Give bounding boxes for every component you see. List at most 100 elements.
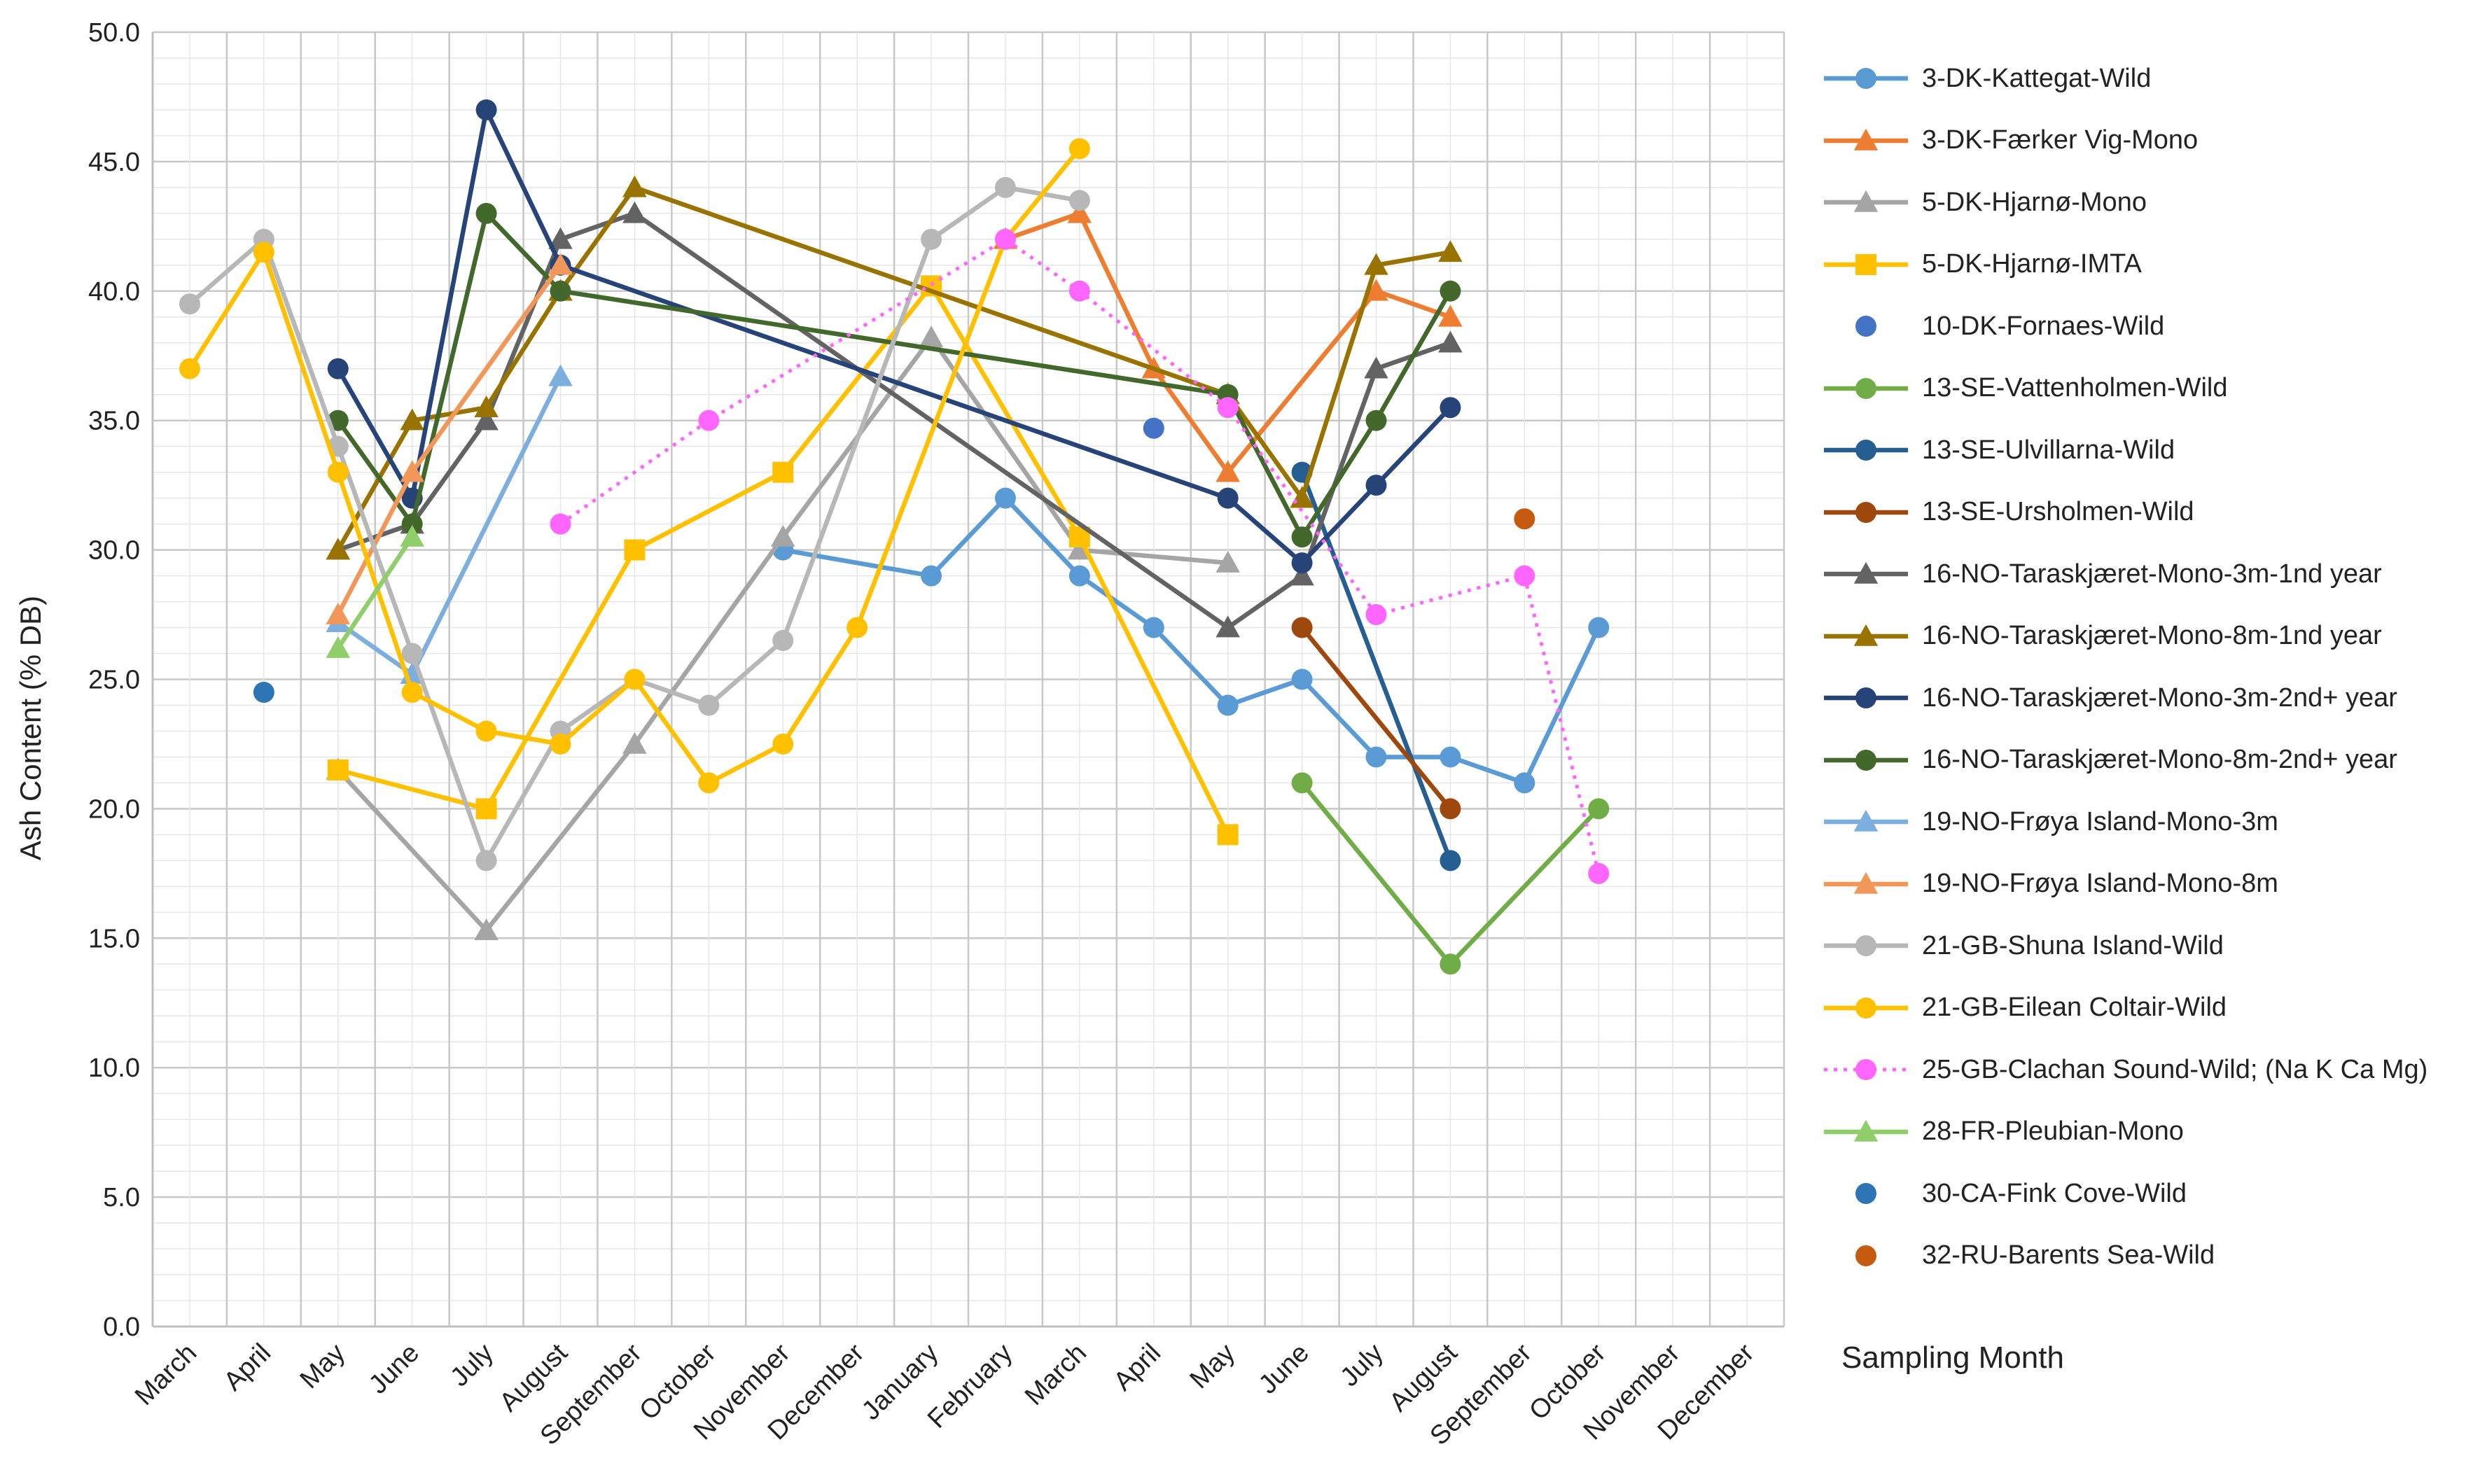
data-point [1291, 772, 1313, 794]
legend-swatch [1824, 935, 1908, 957]
legend-swatch [1824, 810, 1908, 832]
x-axis-label: Sampling Month [1841, 1340, 2064, 1375]
data-point [1067, 201, 1092, 223]
data-point [1588, 798, 1610, 820]
data-point [401, 681, 423, 703]
x-tick-label: July [1335, 1338, 1388, 1392]
data-point [698, 772, 720, 794]
data-point [1364, 279, 1388, 301]
legend-marker [1853, 624, 1879, 646]
legend-label: 5-DK-Hjarnø-IMTA [1922, 249, 2142, 279]
data-point [1291, 668, 1313, 690]
series-19 [1514, 508, 1535, 530]
legend-item: 25-GB-Clachan Sound-Wild; (Na K Ca Mg) [1817, 1039, 2475, 1101]
legend-item: 10-DK-Fornaes-Wild [1817, 295, 2475, 358]
x-tick-label: April [218, 1338, 277, 1396]
x-tick-label: May [1185, 1338, 1241, 1394]
data-point [1588, 862, 1610, 884]
legend-marker [1855, 68, 1876, 90]
data-point [1365, 746, 1387, 768]
data-point [622, 175, 647, 197]
data-point [1364, 356, 1388, 379]
legend-item: 13-SE-Ulvillarna-Wild [1817, 419, 2475, 482]
data-point [1291, 617, 1313, 638]
legend-swatch [1824, 997, 1908, 1018]
data-point [847, 617, 868, 638]
y-tick-label: 35.0 [88, 407, 140, 436]
data-point [994, 487, 1016, 509]
data-point [1364, 253, 1388, 275]
x-tick-label: March [1019, 1338, 1092, 1411]
series-0 [772, 487, 1610, 794]
series-13 [326, 253, 573, 624]
data-point [698, 694, 720, 716]
y-tick-label: 45.0 [88, 148, 140, 177]
series-14 [179, 176, 1090, 872]
data-point [327, 461, 349, 483]
legend-label: 32-RU-Barents Sea-Wild [1922, 1240, 2215, 1270]
series-16 [550, 228, 1610, 884]
legend-marker [1853, 810, 1879, 832]
legend-swatch [1824, 1119, 1908, 1142]
legend-item: 21-GB-Shuna Island-Wild [1817, 915, 2475, 977]
legend-item: 13-SE-Ursholmen-Wild [1817, 482, 2475, 544]
data-point [770, 524, 795, 547]
legend-swatch [1824, 749, 1908, 771]
series-line [1004, 211, 1451, 475]
y-tick-label: 0.0 [103, 1312, 140, 1342]
y-tick-label: 15.0 [88, 924, 140, 953]
legend-label: 16-NO-Taraskjæret-Mono-3m-1nd year [1922, 559, 2382, 589]
y-axis-label: Ash Content (% DB) [14, 596, 47, 860]
series-line [335, 107, 1452, 566]
data-point [1365, 475, 1387, 496]
legend-item: 13-SE-Vattenholmen-Wild [1817, 358, 2475, 420]
data-point [1440, 397, 1461, 419]
data-point [1068, 565, 1090, 587]
legend-item: 21-GB-Eilean Coltair-Wild [1817, 977, 2475, 1040]
legend: 3-DK-Kattegat-Wild 3-DK-Færker Vig-Mono 5-… [1817, 48, 2475, 1287]
series-18 [253, 681, 274, 703]
data-point [921, 565, 942, 587]
legend-item: 16-NO-Taraskjæret-Mono-8m-1nd year [1817, 606, 2475, 668]
y-tick-label: 40.0 [88, 277, 140, 307]
data-point [624, 539, 646, 561]
data-point [1290, 564, 1314, 586]
data-point [548, 253, 573, 275]
data-point [1438, 330, 1463, 353]
legend-label: 10-DK-Fornaes-Wild [1922, 311, 2165, 341]
legend-item: 3-DK-Kattegat-Wild [1817, 48, 2475, 110]
legend-marker [1855, 935, 1876, 957]
data-point [624, 668, 646, 690]
x-tick-label: April [1108, 1338, 1166, 1396]
legend-item: 30-CA-Fink Cove-Wild [1817, 1163, 2475, 1225]
series-line [188, 147, 1082, 785]
data-point [253, 241, 274, 263]
x-tick-label: July [445, 1338, 499, 1392]
series-5 [1291, 772, 1610, 975]
legend-marker [1853, 562, 1879, 584]
legend-label: 13-SE-Vattenholmen-Wild [1922, 373, 2228, 403]
legend-swatch [1824, 190, 1908, 213]
data-point [1440, 953, 1461, 975]
legend-swatch [1824, 377, 1908, 399]
data-point [1217, 487, 1239, 509]
data-point [1143, 417, 1164, 439]
data-point [550, 280, 571, 302]
x-tick-label: May [295, 1338, 351, 1394]
legend-marker [1853, 872, 1879, 894]
legend-marker [1855, 501, 1876, 523]
data-point [475, 720, 497, 742]
data-point [548, 227, 573, 249]
legend-item: 19-NO-Frøya Island-Mono-8m [1817, 853, 2475, 916]
legend-label: 21-GB-Shuna Island-Wild [1922, 930, 2224, 960]
data-point [1217, 694, 1239, 716]
data-point [772, 733, 794, 755]
legend-item: 5-DK-Hjarnø-Mono [1817, 172, 2475, 234]
data-point [327, 759, 349, 780]
data-point [772, 630, 794, 652]
series-line [188, 185, 1080, 863]
legend-item: 16-NO-Taraskjæret-Mono-3m-2nd+ year [1817, 667, 2475, 729]
legend-swatch [1855, 1245, 1876, 1266]
legend-marker [1855, 316, 1876, 337]
legend-swatch [1824, 501, 1908, 523]
